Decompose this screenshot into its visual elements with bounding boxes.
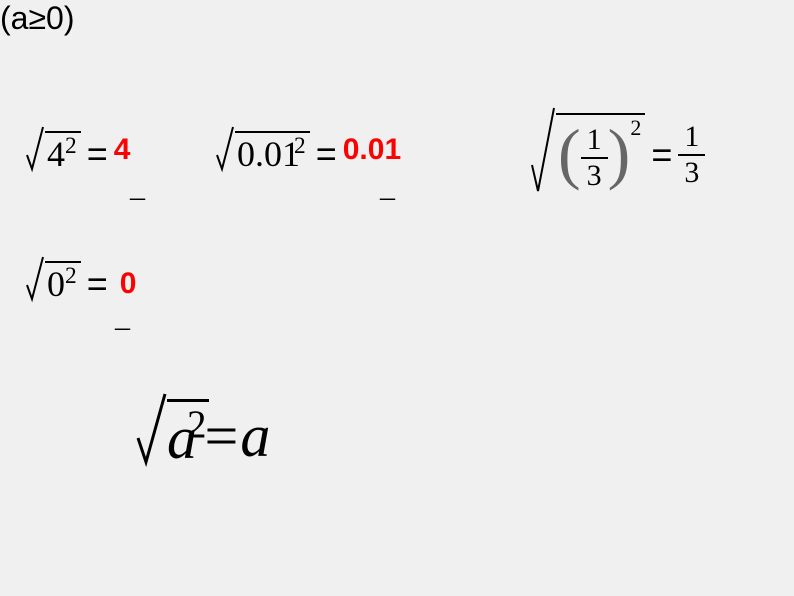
result: 0 — [120, 267, 137, 301]
numerator: 1 — [581, 123, 608, 159]
equals-sign: = — [316, 133, 337, 175]
left-paren: ( — [558, 119, 581, 187]
equals-sign: = — [87, 133, 108, 175]
sqrt-symbol — [215, 125, 235, 182]
underscore: _ — [115, 300, 130, 334]
sqrt-symbol — [25, 125, 45, 182]
equals-sign: = — [651, 134, 672, 176]
sqrt-symbol — [530, 105, 556, 204]
exponent: 2 — [294, 133, 306, 159]
base: 0.01 — [237, 134, 300, 174]
result: a — [240, 402, 270, 471]
result: 4 — [114, 133, 131, 167]
condition-a-geq-0: (a≥0) — [0, 0, 794, 37]
base: 0 — [47, 264, 65, 304]
fraction-one-third: 1 3 — [581, 123, 608, 193]
radicand: ( 1 3 ) 2 — [556, 113, 645, 197]
equals-sign: = — [87, 263, 108, 305]
equation-sqrt-a-squared-equals-a: a2 = a — [135, 390, 270, 483]
exponent: 2 — [65, 133, 77, 159]
sqrt-symbol — [135, 390, 167, 483]
underscore: _ — [130, 170, 145, 204]
base: 4 — [47, 134, 65, 174]
exponent: 2 — [187, 403, 207, 446]
radicand: a2 — [167, 399, 209, 473]
exponent: 2 — [65, 263, 77, 289]
radicand: 0.012 — [235, 131, 310, 175]
result-denominator: 3 — [678, 156, 705, 190]
underscore: _ — [380, 170, 395, 204]
exponent: 2 — [630, 115, 641, 141]
result-fraction: 1 3 — [678, 120, 705, 190]
equation-sqrt-one-third-squared: ( 1 3 ) 2 = 1 3 — [530, 105, 705, 204]
sqrt-symbol — [25, 255, 45, 312]
result: 0.01 — [343, 133, 401, 167]
equals-sign: = — [205, 402, 239, 471]
right-paren: ) — [608, 119, 631, 187]
equation-sqrt-4-squared: 42 = 4 — [25, 125, 130, 182]
radicand: 42 — [45, 131, 81, 175]
denominator: 3 — [581, 159, 608, 193]
result-numerator: 1 — [678, 120, 705, 156]
equation-sqrt-001-squared: 0.012 = 0.01 — [215, 125, 401, 182]
radicand: 02 — [45, 261, 81, 305]
